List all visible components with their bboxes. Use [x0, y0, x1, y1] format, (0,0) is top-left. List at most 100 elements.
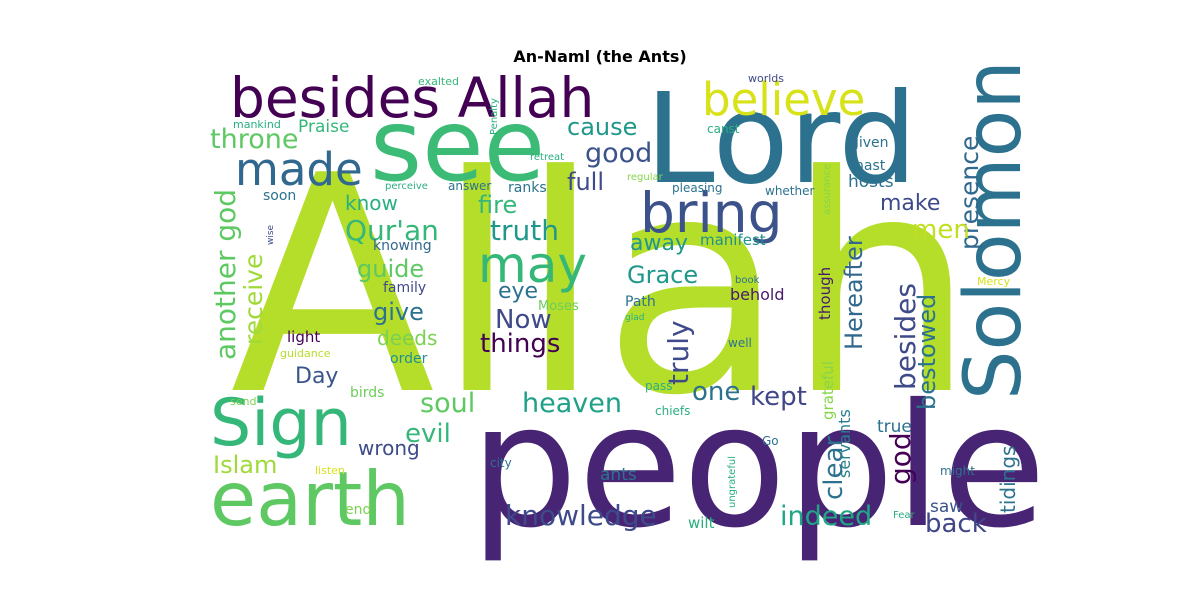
- word-ants: ants: [600, 465, 637, 485]
- word-know: know: [345, 191, 398, 215]
- word-order: order: [390, 351, 428, 367]
- word-moses: Moses: [538, 299, 579, 314]
- word-knowledge: knowledge: [505, 499, 657, 532]
- word-men: men: [912, 215, 970, 245]
- word-make: make: [880, 191, 940, 216]
- word-ranks: ranks: [508, 180, 547, 196]
- word-allah: Allah: [230, 112, 976, 461]
- word-evil: evil: [405, 419, 451, 449]
- word-true: true: [877, 417, 912, 437]
- word-mankind: mankind: [233, 118, 281, 131]
- word-bring: bring: [640, 181, 783, 245]
- word-presence: presence: [955, 136, 984, 250]
- word-light: light: [287, 328, 320, 346]
- word-hereafter: Hereafter: [840, 236, 868, 350]
- word-another-god: another god: [209, 189, 242, 360]
- word-retreat: retreat: [530, 152, 564, 163]
- word-made: made: [235, 143, 363, 196]
- word-away: away: [630, 231, 688, 256]
- word-well: well: [728, 336, 752, 350]
- word-full: full: [567, 168, 604, 196]
- word-see: see: [370, 87, 545, 204]
- word-deeds: deeds: [377, 326, 437, 350]
- word-behold: behold: [730, 285, 785, 304]
- word-end: end: [345, 502, 371, 518]
- word-glad: glad: [625, 313, 644, 323]
- word-throne: throne: [210, 124, 298, 155]
- word-kept: kept: [750, 382, 807, 412]
- word-bestowed: bestowed: [913, 294, 941, 410]
- word-guidance: guidance: [280, 347, 331, 360]
- chart-title: An-Naml (the Ants): [513, 47, 687, 66]
- word-pass: pass: [645, 379, 672, 393]
- word-wilt: wilt: [688, 514, 715, 532]
- word-city: city: [490, 456, 512, 470]
- word-worlds: worlds: [748, 72, 784, 85]
- word-guide: guide: [357, 255, 424, 283]
- word-islam: Islam: [213, 451, 277, 479]
- word-god: god: [884, 432, 917, 485]
- word-believe: believe: [702, 73, 865, 126]
- word-now: Now: [495, 305, 552, 335]
- word-earth: earth: [210, 455, 410, 543]
- word-besides: besides: [889, 283, 922, 390]
- word-good: good: [585, 138, 652, 169]
- word-sign: Sign: [210, 386, 352, 461]
- word-canst: canst: [707, 122, 740, 136]
- word-qur-an: Qur'an: [345, 214, 439, 247]
- word-fear: Fear: [893, 510, 915, 521]
- word-heaven: heaven: [522, 388, 622, 419]
- word-whether: whether: [765, 184, 814, 198]
- word-indeed: indeed: [780, 501, 872, 532]
- word-birds: birds: [350, 385, 384, 401]
- word-book: book: [735, 275, 760, 286]
- word-mercy: Mercy: [977, 275, 1011, 288]
- word-wise: wise: [266, 224, 276, 245]
- word-wrong: wrong: [358, 436, 420, 460]
- word-truly: truly: [662, 320, 695, 385]
- word-day: Day: [295, 364, 338, 389]
- word-clear: clear: [819, 436, 849, 500]
- word-cause: cause: [567, 113, 637, 141]
- word-go: Go: [762, 434, 779, 448]
- word-pleasing: pleasing: [672, 181, 723, 195]
- word-lord: Lord: [645, 67, 917, 212]
- word-one: one: [692, 377, 740, 407]
- word-back: back: [925, 509, 987, 539]
- word-hast: hast: [855, 158, 886, 174]
- word-manifest: manifest: [700, 231, 766, 249]
- word-hosts: hosts: [848, 172, 894, 192]
- word-soul: soul: [420, 388, 475, 419]
- word-answer: answer: [448, 179, 491, 193]
- word-grateful: grateful: [819, 361, 837, 420]
- word-family: family: [383, 280, 426, 296]
- word-given: given: [850, 135, 889, 151]
- word-give: give: [373, 298, 424, 326]
- word-listen: listen: [315, 464, 345, 477]
- word-though: though: [816, 267, 834, 320]
- word-grace: Grace: [627, 261, 698, 289]
- word-perceive: perceive: [385, 181, 428, 192]
- word-send: send: [230, 395, 256, 408]
- word-eye: eye: [498, 279, 538, 304]
- word-chiefs: chiefs: [655, 404, 690, 418]
- word-assurance: assurance: [822, 164, 833, 215]
- word-ungrateful: ungrateful: [727, 456, 738, 508]
- word-might: might: [940, 464, 975, 478]
- word-besides-allah: besides Allah: [230, 66, 594, 130]
- word-knowing: knowing: [373, 238, 432, 254]
- word-regular: regular: [627, 172, 664, 183]
- word-exalted: exalted: [418, 75, 459, 88]
- word-truth: truth: [490, 214, 559, 247]
- word-path: Path: [625, 294, 656, 310]
- word-fire: fire: [478, 191, 517, 219]
- word-praise: Praise: [298, 117, 349, 137]
- word-tidings: tidings: [996, 446, 1020, 513]
- word-solomon: Solomon: [949, 60, 1039, 400]
- word-servants: servants: [835, 409, 854, 478]
- word-people: people: [470, 368, 1046, 566]
- word-saw: saw: [930, 497, 963, 517]
- word-soon: soon: [263, 188, 296, 204]
- word-may: may: [478, 236, 587, 294]
